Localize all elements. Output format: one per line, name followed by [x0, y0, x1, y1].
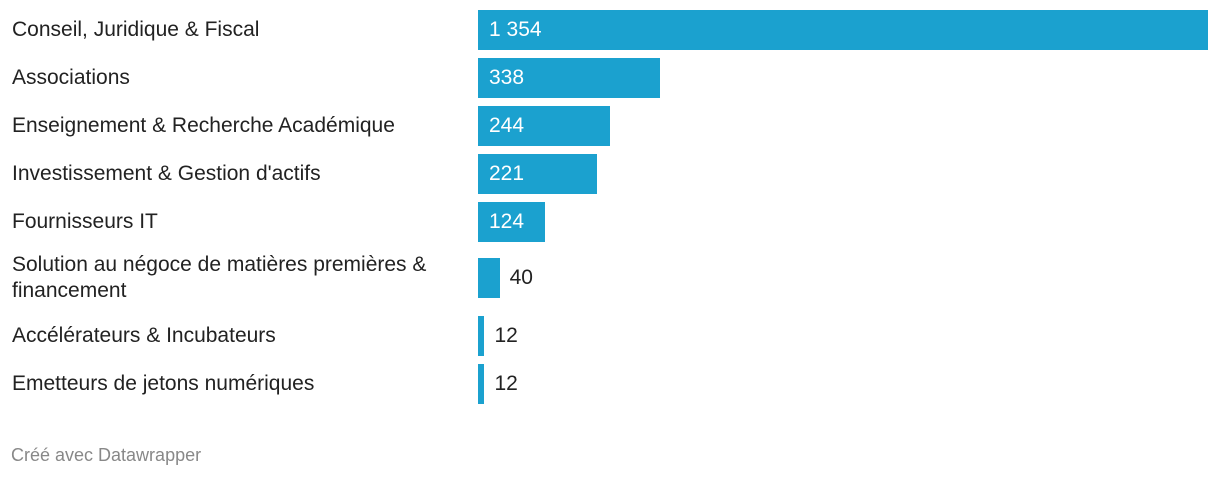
value-label: 338 [489, 66, 525, 89]
bar [478, 316, 485, 356]
value-label: 12 [494, 324, 518, 347]
bar [478, 154, 598, 194]
value-label: 244 [489, 114, 525, 137]
footer: Créé avec Datawrapper [11, 445, 202, 465]
value-label: 40 [509, 266, 533, 289]
category-label: Conseil, Juridique & Fiscal [12, 18, 260, 41]
bar [478, 58, 661, 98]
value-label: 12 [494, 372, 518, 395]
bar [478, 106, 610, 146]
bar [478, 202, 545, 242]
value-label: 221 [489, 162, 525, 185]
category-label: Emetteurs de jetons numériques [12, 372, 315, 395]
category-label: Investissement & Gestion d'actifs [12, 162, 321, 185]
bar [478, 364, 485, 404]
category-label: Solution au négoce de matières premières… [12, 253, 427, 302]
category-label: Enseignement & Recherche Académique [12, 114, 395, 137]
category-label: Accélérateurs & Incubateurs [12, 324, 276, 347]
value-label: 124 [489, 210, 525, 233]
category-label: Associations [12, 66, 130, 89]
bar [478, 258, 500, 298]
bar [478, 10, 1208, 50]
category-label: Fournisseurs IT [12, 210, 158, 233]
value-label: 1 354 [489, 18, 542, 41]
